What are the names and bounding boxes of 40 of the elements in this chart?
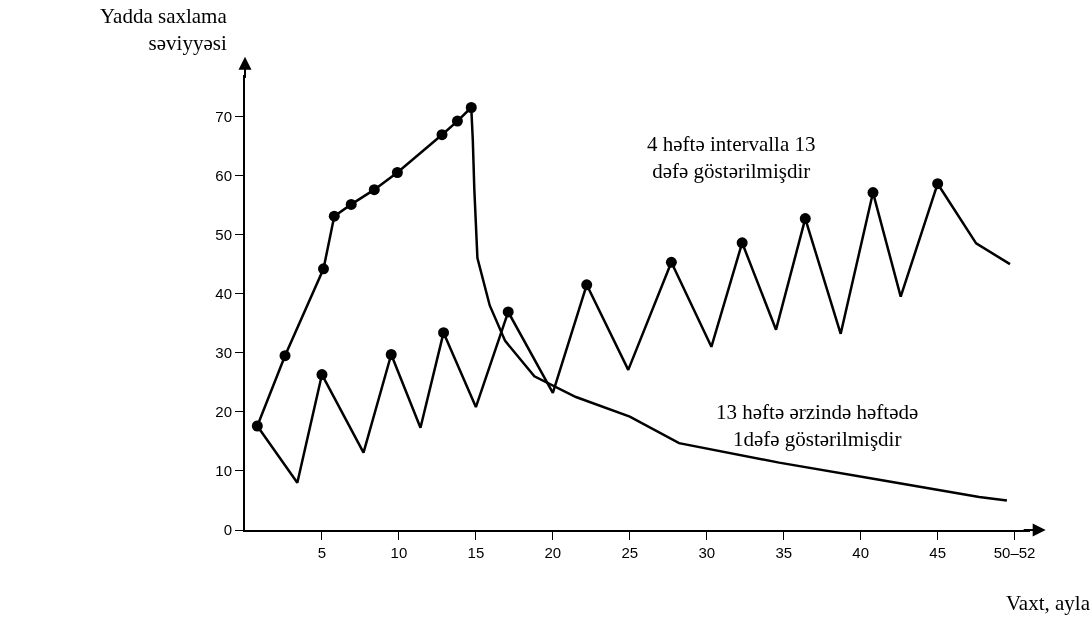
point	[438, 327, 450, 339]
y-tick-label: 40	[215, 284, 232, 302]
x-tick-label: 30	[698, 544, 716, 561]
x-tick-label: 40	[852, 544, 870, 561]
x-axis-title: Vaxt, ayla	[1006, 591, 1091, 615]
y-tick-label: 20	[215, 403, 232, 421]
x-tick-label: 5	[317, 544, 327, 561]
point	[867, 187, 879, 199]
point	[318, 263, 329, 275]
x-tick-label: 15	[467, 544, 485, 561]
point	[665, 256, 677, 268]
y-tick-label: 60	[215, 166, 232, 184]
point	[345, 198, 357, 210]
x-tick-label: 10	[390, 544, 408, 561]
x-tick-label: 35	[775, 544, 793, 561]
y-tick-label: 30	[215, 343, 232, 361]
x-tick-label: 25	[621, 544, 639, 561]
point	[799, 213, 811, 225]
point	[932, 178, 944, 190]
y-tick-label: 10	[215, 462, 232, 480]
y-tick-label: 0	[223, 521, 232, 539]
x-tick-label: 20	[544, 544, 562, 561]
point	[436, 129, 448, 141]
point	[385, 349, 397, 360]
point	[328, 210, 340, 222]
point	[316, 369, 328, 381]
point	[502, 306, 514, 318]
y-tick-label: 50	[215, 225, 232, 243]
point	[451, 115, 463, 127]
x-tick-label: 50–52	[993, 544, 1036, 561]
annotation: 4 həftə intervalla 13 dəfə göstərilmişdir	[647, 132, 816, 184]
x-tick-label: 45	[929, 544, 946, 561]
point	[279, 350, 291, 362]
point	[368, 184, 380, 196]
point	[736, 237, 748, 249]
annotation: 13 həftə ərzində həftədə 1dəfə göstərilmişdir	[716, 400, 919, 452]
y-tick-label: 70	[215, 107, 232, 125]
y-axis-title: Yadda saxlama səviyyəsi	[100, 4, 228, 56]
point	[391, 167, 403, 178]
point	[581, 279, 593, 291]
